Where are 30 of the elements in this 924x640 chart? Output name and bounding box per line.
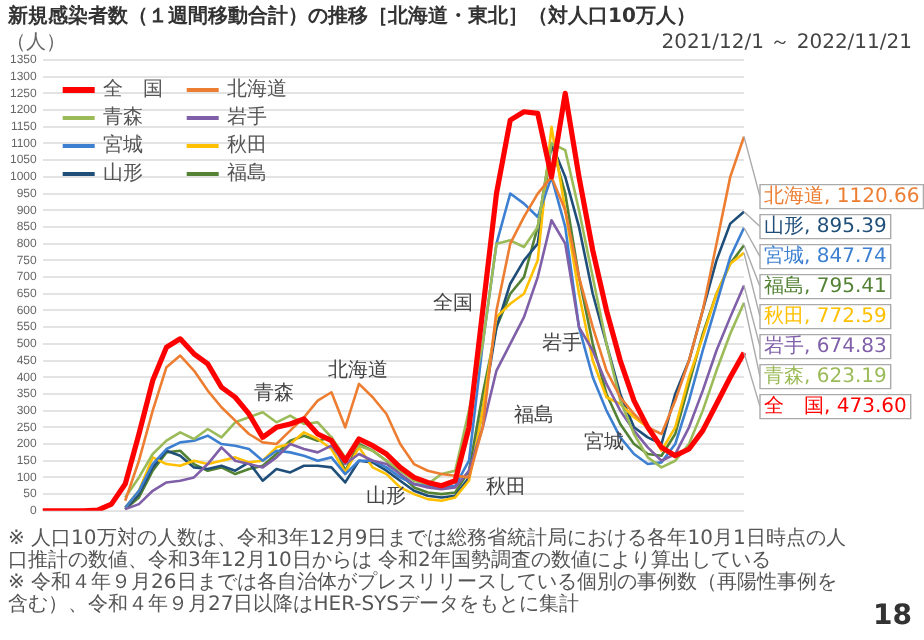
- legend-label: 宮城: [102, 133, 143, 158]
- data-label: 山形, 895.39: [764, 213, 887, 238]
- annotation: 岩手: [541, 331, 582, 356]
- text: 18: [873, 600, 912, 632]
- data-label: 全 国, 473.60: [764, 393, 907, 418]
- chart-title: 新規感染者数（１週間移動合計）の推移［北海道・東北］（対人口10万人）: [8, 2, 696, 30]
- legend-label: 岩手: [226, 105, 267, 130]
- annotation: 山形: [366, 484, 407, 509]
- data-label: 秋田, 772.59: [764, 303, 887, 328]
- text: ※ 令和４年９月26日までは各自治体がプレスリリースしている個別の事例数（再陽性事例を含む）、令和４年９月27日以降はHER-SYSデータをもとに集計: [8, 572, 839, 616]
- annotation: 北海道: [328, 358, 389, 383]
- data-label: 北海道, 1120.66: [764, 183, 920, 208]
- legend-label: 青森: [102, 105, 143, 130]
- data-label: 宮城, 847.74: [764, 243, 887, 268]
- annotation: 福島: [513, 403, 554, 428]
- legend-label: 秋田: [226, 133, 267, 158]
- annotation: 全国: [432, 290, 473, 315]
- annotation: 青森: [254, 380, 295, 405]
- text: 2021/12/1 ～ 2022/11/21: [661, 30, 912, 56]
- y-axis-title: （人）: [6, 30, 66, 54]
- annotation: 秋田: [485, 475, 526, 500]
- legend-label: 福島: [226, 161, 267, 186]
- annotation: 宮城: [583, 430, 624, 455]
- legend-label: 全 国: [102, 77, 163, 102]
- data-label: 青森, 623.19: [764, 363, 887, 388]
- legend-label: 北海道: [226, 77, 287, 102]
- data-label: 岩手, 674.83: [764, 333, 887, 358]
- legend-label: 山形: [102, 161, 143, 186]
- text: ※ 人口10万対の人数は、令和3年12月9日までは総務省統計局における各年10月1日時点の人口推計の数値、令和3年12月10日からは 令和2年国勢調査の数値により算出している: [8, 528, 848, 572]
- data-label: 福島, 795.41: [764, 273, 887, 298]
